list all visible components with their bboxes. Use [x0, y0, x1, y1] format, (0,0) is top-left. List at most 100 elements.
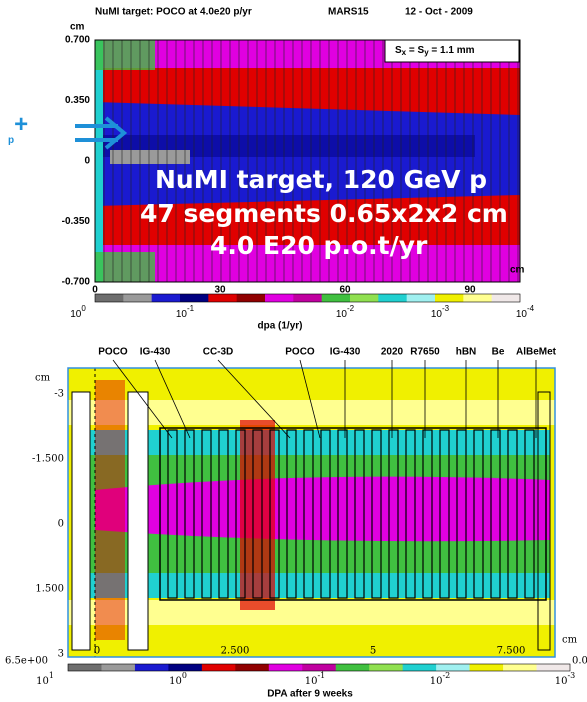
- fin: [337, 429, 348, 599]
- colorbar-tick-label: 10-3: [555, 671, 576, 687]
- fin: [286, 429, 297, 599]
- date: 12 - Oct - 2009: [405, 7, 473, 18]
- tick-base: 10: [431, 309, 443, 320]
- y-tick-label: 0: [58, 519, 64, 530]
- tick-exp: 0: [182, 671, 187, 680]
- y-tick-label: 0: [84, 156, 90, 167]
- colorbar-cell: [168, 664, 203, 671]
- tick-base: 10: [36, 676, 49, 687]
- sigma-part: y: [424, 48, 429, 57]
- tick-exp: -2: [347, 304, 355, 313]
- x-tick-label: 5: [370, 646, 376, 657]
- x-tick-label: 90: [464, 285, 476, 296]
- frame: [67, 367, 556, 658]
- fin: [490, 429, 501, 599]
- colorbar-cell: [201, 664, 236, 671]
- fin: [354, 429, 365, 599]
- tick-exp: -2: [442, 671, 450, 680]
- segment-label: hBN: [456, 347, 477, 358]
- tick-exp: 0: [81, 304, 86, 313]
- colorbar-cell: [302, 664, 337, 671]
- colorbar-label: dpa (1/yr): [257, 321, 302, 332]
- fin: [507, 429, 518, 599]
- tick-base: 10: [169, 676, 182, 687]
- end-piece: [127, 391, 149, 651]
- band: [68, 600, 555, 625]
- fin: [320, 429, 331, 599]
- fin: [167, 429, 178, 599]
- colorbar-tick-label: 10-1: [176, 304, 195, 320]
- colorbar-cell: [180, 294, 209, 302]
- segment-label: R7650: [410, 347, 440, 358]
- x-tick-label: 2.500: [221, 646, 250, 657]
- end-piece: [71, 391, 91, 651]
- y-tick-label: -0.700: [62, 277, 91, 288]
- colorbar-tick-label: 100: [70, 304, 86, 320]
- bottom-heatmap: [67, 359, 571, 672]
- colorbar-cell: [293, 294, 323, 302]
- fin: [235, 429, 246, 599]
- segment-label: IG-430: [330, 347, 361, 358]
- x-tick-label: 60: [339, 285, 351, 296]
- colorbar-cell: [151, 294, 181, 302]
- code: MARS15: [328, 7, 369, 18]
- tick-exp: 1: [49, 671, 54, 680]
- colorbar-cell: [406, 294, 436, 302]
- colorbar-cell: [435, 294, 464, 302]
- hot: [95, 380, 125, 640]
- fin: [184, 429, 195, 599]
- tick-base: 10: [516, 309, 528, 320]
- segment-label: 2020: [381, 347, 404, 358]
- segment-label: Be: [492, 347, 505, 358]
- colorbar-tick-label: 10-3: [431, 304, 450, 320]
- segment-label: IG-430: [140, 347, 171, 358]
- tick-base: 10: [555, 676, 568, 687]
- tick-base: 10: [336, 309, 348, 320]
- pointer: [217, 359, 291, 439]
- tick-exp: -3: [442, 304, 450, 313]
- colorbar-cell: [503, 664, 538, 671]
- sigma-part: = S: [406, 45, 424, 56]
- edge: [95, 40, 155, 70]
- pointer: [112, 359, 173, 439]
- fin: [388, 429, 399, 599]
- beam-arrow: [75, 116, 128, 150]
- labels: NuMI target: POCO at 4.0e20 p/yr MARS15 …: [5, 7, 587, 700]
- colorbar-cell: [436, 664, 471, 671]
- tick-exp: -1: [187, 304, 195, 313]
- sigma-part: S: [395, 45, 402, 56]
- hot: [240, 420, 275, 610]
- colorbar-tick-label: 101: [36, 671, 54, 687]
- y-tick-label: 0.700: [65, 35, 90, 46]
- fin: [269, 429, 280, 599]
- segment-label: CC-3D: [203, 347, 234, 358]
- container: [159, 427, 547, 601]
- segment-label: POCO: [285, 347, 315, 358]
- title: NuMI target: POCO at 4.0e20 p/yr: [95, 7, 252, 18]
- sigma-part: x: [402, 48, 407, 57]
- colorbar-tick-label: 10-4: [516, 304, 535, 320]
- fin: [524, 429, 535, 599]
- tick-base: 10: [430, 676, 443, 687]
- colorbar-label: DPA after 9 weeks: [267, 689, 353, 700]
- fin: [303, 429, 314, 599]
- colorbar-cell: [265, 294, 294, 302]
- annotation: 47 segments 0.65x2x2 cm: [140, 199, 508, 228]
- sigma: Sx = Sy = 1.1 mm: [395, 45, 475, 57]
- y-unit: cm: [35, 373, 51, 384]
- colorbar-cell: [369, 664, 404, 671]
- colorbar-cell: [469, 664, 504, 671]
- edge: [95, 252, 155, 282]
- fin: [252, 429, 263, 599]
- y-tick-label: 3: [58, 649, 64, 660]
- patch: [110, 150, 190, 164]
- tick-exp: -1: [317, 671, 325, 680]
- beam-particle: p: [8, 135, 14, 146]
- x-unit: cm: [562, 635, 578, 646]
- y-tick-label: -1.500: [32, 454, 64, 465]
- edge: [95, 40, 103, 282]
- tick-exp: -4: [527, 304, 535, 313]
- x-tick-label: 0: [94, 646, 100, 657]
- y-tick-label: -0.350: [62, 216, 91, 227]
